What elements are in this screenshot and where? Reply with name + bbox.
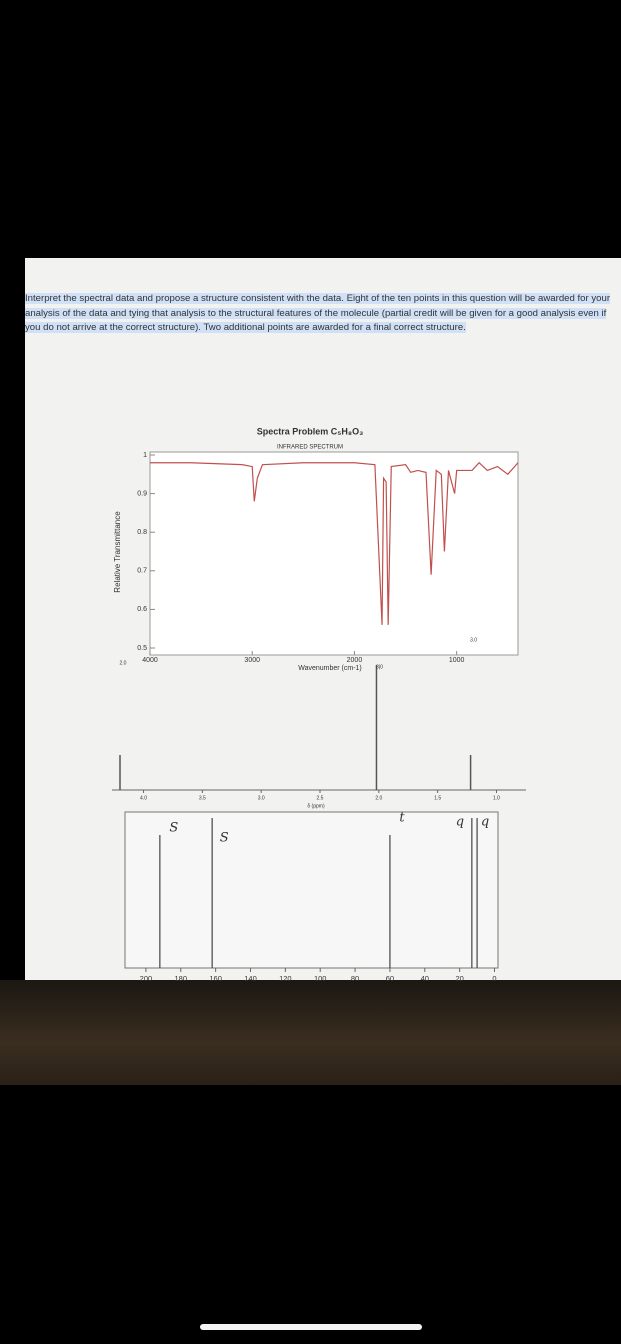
- x-tick-label: 160: [209, 974, 222, 983]
- screen-bezel: [0, 980, 621, 1085]
- x-tick-label: 80: [351, 974, 359, 983]
- x-tick-label: 20: [455, 974, 463, 983]
- x-tick-label: 2.0: [375, 795, 382, 801]
- x-tick-label: 2000: [347, 657, 363, 664]
- x-tick-label: 60: [386, 974, 394, 983]
- x-tick-label: 3.0: [258, 795, 265, 801]
- x-tick-label: 1.0: [493, 795, 500, 801]
- x-tick-label: 200: [140, 974, 153, 983]
- x-tick-label: 1.5: [434, 795, 441, 801]
- x-tick-label: 180: [175, 974, 188, 983]
- x-tick-label: 2.5: [317, 795, 324, 801]
- x-tick-label: 3000: [244, 657, 260, 664]
- integration-label: 3.0: [470, 637, 477, 643]
- ir-title: Spectra Problem C₅H₈O₃: [257, 426, 364, 436]
- integration-label: 3|0: [376, 664, 383, 670]
- x-tick-label: 120: [279, 974, 292, 983]
- y-tick-label: 0.8: [137, 529, 147, 536]
- handwritten-annotation: S: [220, 831, 229, 846]
- x-tick-label: 100: [314, 974, 327, 983]
- x-tick-label: 140: [244, 974, 257, 983]
- x-tick-label: 3.5: [199, 795, 206, 801]
- y-tick-label: 0.5: [137, 645, 147, 652]
- x-tick-label: 1000: [449, 657, 465, 664]
- ir-subtitle: INFRARED SPECTRUM: [277, 445, 343, 451]
- ir-trace: [150, 461, 519, 625]
- h-nmr-x-label: δ (ppm): [307, 803, 325, 809]
- x-tick-label: 0: [492, 974, 496, 983]
- x-tick-label: 40: [421, 974, 429, 983]
- handwritten-annotation: t: [399, 811, 405, 826]
- ir-plot-area: [149, 451, 519, 656]
- x-tick-label: 4000: [142, 657, 158, 664]
- y-tick-label: 0.6: [137, 606, 147, 613]
- ir-x-label: Wavenumber (cm-1): [298, 665, 362, 672]
- question-text: Interpret the spectral data and propose …: [25, 292, 617, 336]
- y-tick-label: 0.9: [137, 490, 147, 497]
- handwritten-annotation: S: [169, 821, 178, 836]
- integration-label: 2.0: [120, 660, 127, 666]
- handwritten-annotation: q: [456, 815, 464, 830]
- y-tick-label: 0.7: [137, 568, 147, 575]
- home-indicator: [200, 1324, 422, 1330]
- ir-y-label: Relative Transmittance: [113, 511, 122, 593]
- handwritten-annotation: q: [481, 815, 489, 830]
- y-tick-label: 1: [143, 452, 147, 459]
- x-tick-label: 4.0: [140, 795, 147, 801]
- c13-plot-area: [124, 811, 499, 969]
